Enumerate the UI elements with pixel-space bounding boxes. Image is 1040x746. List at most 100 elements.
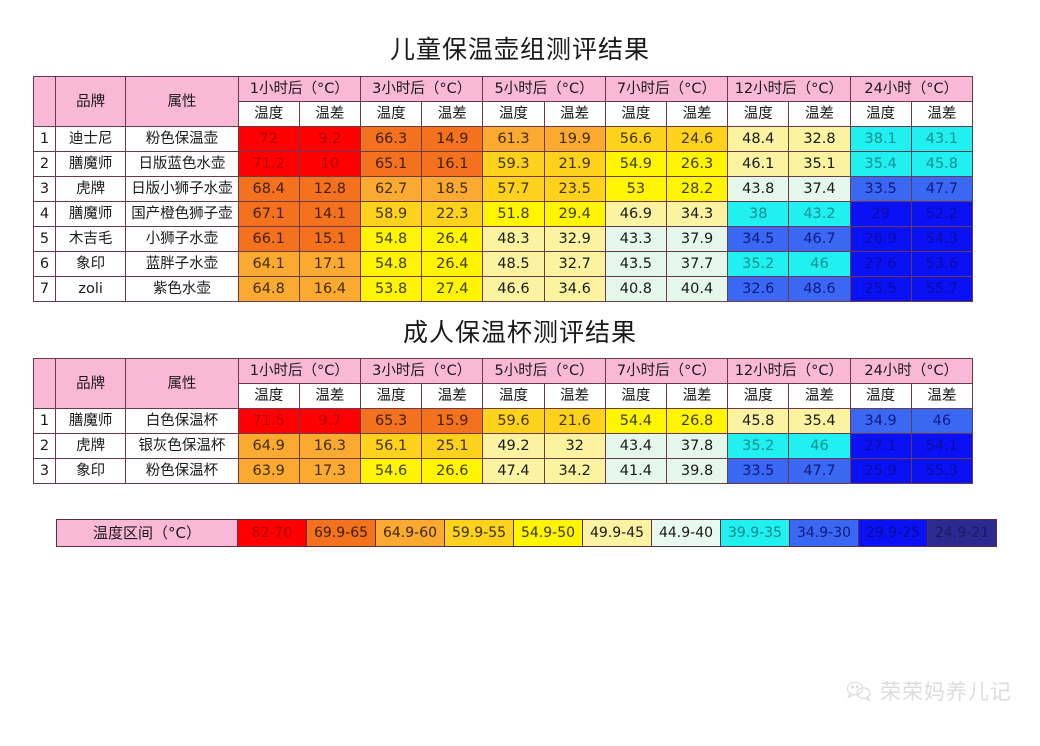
cell-delta-g4: 28.2 <box>665 176 729 202</box>
cell-delta-g6: 55.7 <box>910 276 974 302</box>
legend-row: 温度区间（°C） 82-70 69.9-65 64.9-60 59.9-55 54.9-5… <box>56 519 997 547</box>
page-title-adult-cup: 成人保温杯测评结果 <box>402 318 637 347</box>
cell-temperature-g5: 48.4 <box>727 126 790 152</box>
cell-temperature-g1: 68.4 <box>237 176 300 202</box>
cell-attribute: 白色保温杯 <box>125 408 239 434</box>
cell-attribute: 粉色保温壶 <box>125 126 239 152</box>
cell-delta-g2: 25.1 <box>421 433 484 459</box>
cell-attribute: 蓝胖子水壶 <box>125 251 239 277</box>
cell-delta-g2: 26.4 <box>421 251 484 277</box>
cell-attribute: 银灰色保温杯 <box>125 433 239 459</box>
results-table-adult: 品牌 属性 1小时后（°C） 3小时后（°C） 5小时后（°C） 7小时后（°C） 12小时… <box>32 358 974 484</box>
legend-swatch-7: 44.9-40 <box>651 519 721 547</box>
cell-brand: 象印 <box>55 251 127 277</box>
cell-temperature-g4: 53 <box>604 176 667 202</box>
cell-temperature-g3: 59.3 <box>482 151 545 177</box>
cell-temperature-g6: 29 <box>849 201 912 227</box>
column-header-sub-5-temp: 温度 <box>727 101 790 127</box>
cell-delta-g1: 17.1 <box>298 251 362 277</box>
cell-delta-g2: 18.5 <box>421 176 484 202</box>
cell-temperature-g4: 43.5 <box>604 251 667 277</box>
column-header-brand: 品牌 <box>55 358 127 409</box>
cell-delta-g4: 37.8 <box>665 433 729 459</box>
cell-brand: 迪士尼 <box>55 126 127 152</box>
watermark: 荣荣妈养儿记 <box>846 676 1012 706</box>
page-title-children-flask: 儿童保温壶组测评结果 <box>389 35 650 64</box>
column-header-group-1: 1小时后（°C） <box>237 76 362 102</box>
cell-delta-g1: 12.8 <box>298 176 362 202</box>
cell-delta-g6: 54.3 <box>910 226 974 252</box>
cell-index: 5 <box>32 226 57 252</box>
column-header-sub-4-temp: 温度 <box>604 383 667 409</box>
cell-temperature-g5: 32.6 <box>727 276 790 302</box>
column-header-attribute: 属性 <box>125 76 239 127</box>
cell-brand: 虎牌 <box>55 176 127 202</box>
cell-delta-g5: 46 <box>788 251 851 277</box>
column-header-sub-5-temp: 温度 <box>727 383 790 409</box>
cell-delta-g5: 37.4 <box>788 176 851 202</box>
column-header-sub-4-delta: 温差 <box>665 383 729 409</box>
column-header-sub-3-delta: 温差 <box>543 101 606 127</box>
cell-temperature-g6: 26.9 <box>849 226 912 252</box>
cell-temperature-g1: 64.8 <box>237 276 300 302</box>
cell-temperature-g4: 43.3 <box>604 226 667 252</box>
column-header-index <box>32 76 57 127</box>
cell-temperature-g2: 62.7 <box>359 176 423 202</box>
column-header-group-5: 12小时后（°C） <box>727 76 851 102</box>
cell-temperature-g6: 34.9 <box>849 408 912 434</box>
cell-delta-g6: 55.3 <box>910 458 974 484</box>
results-table-children: 品牌 属性 1小时后（°C） 3小时后（°C） 5小时后（°C） 7小时后（°C） 12小时… <box>32 76 974 302</box>
cell-delta-g4: 24.6 <box>665 126 729 152</box>
cell-temperature-g5: 45.8 <box>727 408 790 434</box>
legend-swatch-9: 34.9-30 <box>789 519 859 547</box>
temperature-legend: 温度区间（°C） 82-70 69.9-65 64.9-60 59.9-55 54.9-5… <box>56 519 997 547</box>
cell-delta-g3: 19.9 <box>543 126 606 152</box>
cell-attribute: 紫色水壶 <box>125 276 239 302</box>
cell-temperature-g2: 56.1 <box>359 433 423 459</box>
cell-temperature-g2: 54.8 <box>359 251 423 277</box>
cell-delta-g2: 26.6 <box>421 458 484 484</box>
cell-delta-g1: 16.4 <box>298 276 362 302</box>
cell-attribute: 小狮子水壶 <box>125 226 239 252</box>
table-row: 6 象印 蓝胖子水壶 64.1 17.1 54.8 26.4 48.5 32.7 43.5 37.7… <box>32 251 974 277</box>
column-header-group-3: 5小时后（°C） <box>482 358 606 384</box>
cell-delta-g5: 32.8 <box>788 126 851 152</box>
cell-attribute: 日版蓝色水壶 <box>125 151 239 177</box>
cell-delta-g3: 32 <box>543 433 606 459</box>
cell-brand: 象印 <box>55 458 127 484</box>
cell-temperature-g5: 43.8 <box>727 176 790 202</box>
cell-temperature-g1: 71.5 <box>237 408 300 434</box>
cell-brand: 膳魔师 <box>55 151 127 177</box>
cell-temperature-g6: 27.6 <box>849 251 912 277</box>
cell-attribute: 日版小狮子水壶 <box>125 176 239 202</box>
legend-swatch-10: 29.9-25 <box>858 519 928 547</box>
column-header-sub-2-temp: 温度 <box>359 383 423 409</box>
cell-delta-g5: 35.1 <box>788 151 851 177</box>
cell-delta-g2: 15.9 <box>421 408 484 434</box>
column-header-sub-1-temp: 温度 <box>237 383 300 409</box>
cell-brand: 膳魔师 <box>55 201 127 227</box>
cell-temperature-g1: 71.2 <box>237 151 300 177</box>
table-row: 2 膳魔师 日版蓝色水壶 71.2 10 65.1 16.1 59.3 21.9 54.9 26.3… <box>32 151 974 177</box>
cell-temperature-g4: 40.8 <box>604 276 667 302</box>
cell-attribute: 国产橙色狮子壶 <box>125 201 239 227</box>
table-row: 2 虎牌 银灰色保温杯 64.9 16.3 56.1 25.1 49.2 32 43.4 37.8 3… <box>32 433 974 459</box>
cell-temperature-g5: 35.2 <box>727 251 790 277</box>
cell-delta-g3: 21.9 <box>543 151 606 177</box>
table-header-row-sub: 温度 温差 温度 温差 温度 温差 温度 温差 温度 温差 温度 温差 <box>34 101 974 127</box>
cell-delta-g5: 47.7 <box>788 458 851 484</box>
cell-temperature-g1: 66.1 <box>237 226 300 252</box>
column-header-sub-2-delta: 温差 <box>421 101 484 127</box>
results-table-adult: 品牌 属性 1小时后（°C） 3小时后（°C） 5小时后（°C） 7小时后（°C） 12小时… <box>32 358 974 484</box>
legend-swatch-2: 69.9-65 <box>306 519 376 547</box>
column-header-sub-1-delta: 温差 <box>298 101 362 127</box>
cell-temperature-g3: 49.2 <box>482 433 545 459</box>
column-header-sub-3-delta: 温差 <box>543 383 606 409</box>
column-header-sub-3-temp: 温度 <box>482 101 545 127</box>
cell-delta-g5: 48.6 <box>788 276 851 302</box>
cell-index: 1 <box>32 126 57 152</box>
cell-temperature-g6: 38.1 <box>849 126 912 152</box>
cell-brand: zoli <box>55 276 127 302</box>
cell-temperature-g1: 67.1 <box>237 201 300 227</box>
